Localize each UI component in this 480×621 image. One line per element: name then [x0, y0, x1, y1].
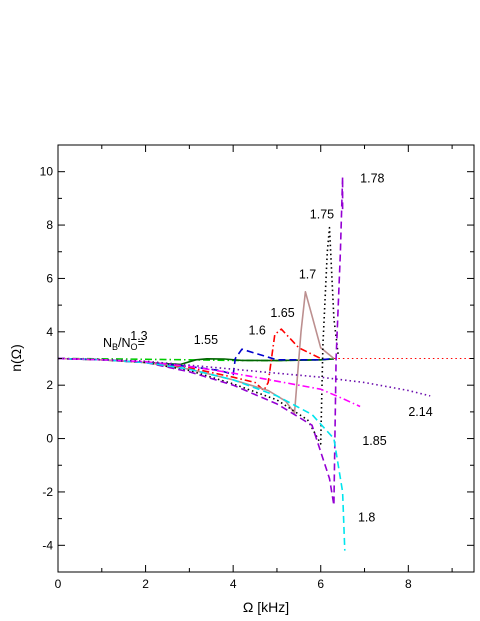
series-layer [58, 176, 431, 551]
series-label: 1.75 [310, 207, 334, 221]
y-axis-label: n(Ω) [8, 344, 24, 372]
series-line-1-65 [58, 328, 322, 392]
series-line-1-85 [58, 357, 361, 408]
series-label: 1.7 [299, 267, 316, 281]
series-label: 1.78 [360, 171, 384, 185]
series-label: 1.65 [270, 306, 294, 320]
y-tick-label: 10 [40, 165, 54, 179]
series-line-2-14 [58, 357, 431, 397]
series-label: 1.3 [130, 329, 147, 343]
y-tick-label: 2 [46, 378, 53, 392]
series-label: 1.85 [362, 434, 386, 448]
series-label: 1.55 [194, 333, 218, 347]
x-tick-label: 2 [142, 577, 149, 591]
x-tick-label: 8 [405, 577, 412, 591]
series-line-1-78 [58, 176, 344, 507]
series-label: 1.6 [248, 323, 265, 337]
y-tick-label: 0 [46, 432, 53, 446]
y-tick-label: 6 [46, 271, 53, 285]
y-tick-label: 4 [46, 325, 53, 339]
axis-ticks [57, 144, 474, 573]
y-tick-label: -2 [42, 485, 53, 499]
ratio-prefix-label: NB/NO= [103, 336, 145, 352]
series-label: 2.14 [408, 405, 432, 419]
series-line-1-8 [58, 357, 346, 551]
tick-labels: 0 2 4 6 8 -4 -2 0 2 4 6 8 10 [40, 165, 412, 591]
series-line-1-75 [58, 226, 340, 445]
x-tick-label: 6 [317, 577, 324, 591]
x-tick-label: 0 [55, 577, 62, 591]
y-tick-label: 8 [46, 218, 53, 232]
series-label: 1.8 [358, 510, 375, 524]
x-axis-label: Ω [kHz] [243, 599, 289, 615]
x-tick-label: 4 [230, 577, 237, 591]
y-tick-label: -4 [42, 538, 53, 552]
series-labels: 1.3 1.55 1.6 1.65 1.7 1.75 1.78 2.14 1.85 1.8 [130, 171, 432, 524]
